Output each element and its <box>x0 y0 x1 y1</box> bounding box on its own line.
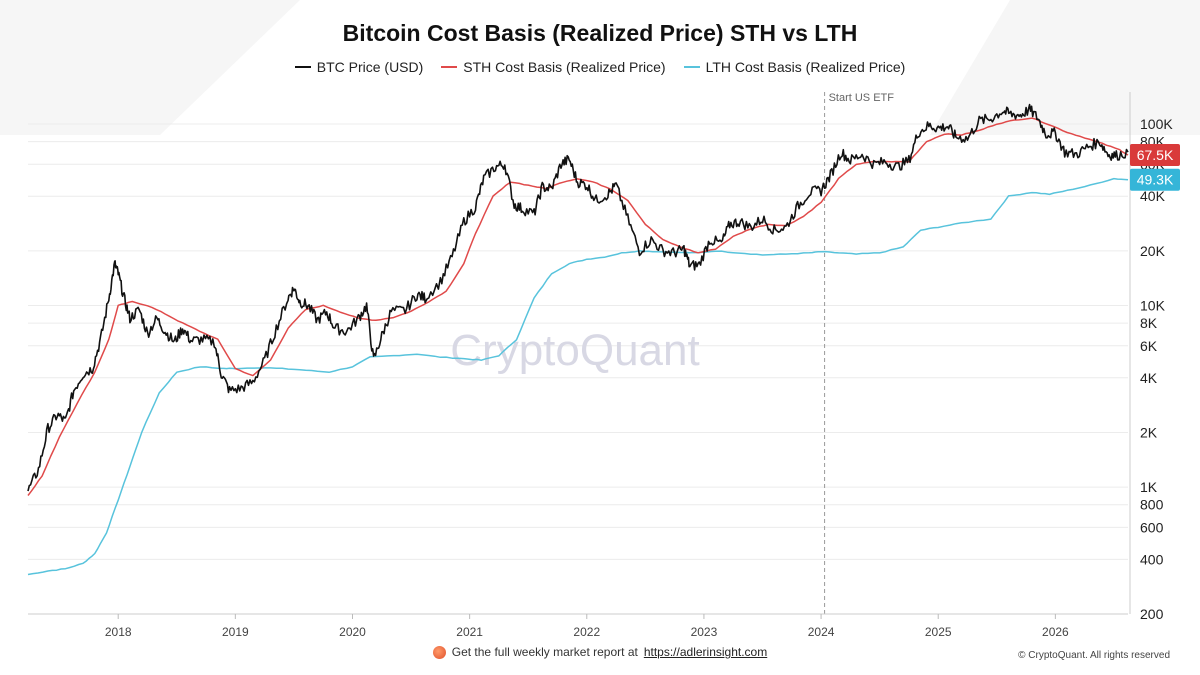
x-tick-label: 2026 <box>1042 625 1069 639</box>
legend-item-sth[interactable]: STH Cost Basis (Realized Price) <box>441 59 666 75</box>
y-tick-label: 4K <box>1140 370 1158 386</box>
copyright-text: © CryptoQuant. All rights reserved <box>1018 650 1170 661</box>
x-tick-label: 2019 <box>222 625 249 639</box>
x-tick-label: 2023 <box>691 625 718 639</box>
legend-swatch-btc <box>294 66 311 68</box>
x-tick-label: 2018 <box>105 625 132 639</box>
x-tick-label: 2020 <box>339 625 366 639</box>
legend-swatch-sth <box>441 66 458 68</box>
last-value-badge-label: 67.5K <box>1137 147 1174 163</box>
legend-item-btc-price[interactable]: BTC Price (USD) <box>294 59 424 75</box>
y-tick-label: 100K <box>1140 116 1173 132</box>
y-tick-label: 400 <box>1140 551 1164 567</box>
last-value-badges: 67.5K 49.3K <box>1130 143 1180 191</box>
x-tick-label: 2024 <box>808 625 835 639</box>
decor-shape-left <box>0 0 300 135</box>
y-tick-label: 600 <box>1140 519 1164 535</box>
report-icon <box>432 645 446 659</box>
legend-swatch-lth <box>683 66 700 68</box>
legend-label-lth: LTH Cost Basis (Realized Price) <box>705 59 906 75</box>
last-value-badge-bg <box>1130 143 1180 166</box>
legend-item-lth[interactable]: LTH Cost Basis (Realized Price) <box>683 59 906 75</box>
watermark: CryptoQuant <box>450 326 699 375</box>
last-value-badge-label: 49.3K <box>1137 172 1174 188</box>
chart-legend: BTC Price (USD) STH Cost Basis (Realized… <box>0 59 1200 75</box>
decor-shape-right <box>930 0 1200 135</box>
y-tick-label: 20K <box>1140 243 1166 259</box>
footer-note: Get the full weekly market report at htt… <box>0 645 1200 659</box>
y-tick-label: 800 <box>1140 497 1164 513</box>
series-layer <box>27 103 1129 576</box>
x-tick-label: 2022 <box>573 625 600 639</box>
series-sth-cost-basis <box>27 117 1129 496</box>
chart-title: Bitcoin Cost Basis (Realized Price) STH … <box>342 20 858 46</box>
y-tick-label: 8K <box>1140 315 1158 331</box>
annotation-layer: Start US ETF <box>824 92 895 614</box>
y-tick-label: 1K <box>1140 479 1158 495</box>
x-tick-label: 2025 <box>925 625 952 639</box>
etf-start-label: Start US ETF <box>829 92 895 104</box>
legend-label-btc: BTC Price (USD) <box>316 59 424 75</box>
y-tick-label: 40K <box>1140 188 1166 204</box>
footer-link[interactable]: https://adlerinsight.com <box>643 645 768 659</box>
series-btc-price <box>27 103 1129 492</box>
y-tick-label: 10K <box>1140 298 1166 314</box>
y-tick-label: 2K <box>1140 424 1158 440</box>
series-lth-cost-basis <box>27 177 1129 576</box>
x-tick-label: 2021 <box>456 625 483 639</box>
y-tick-label: 200 <box>1140 606 1164 622</box>
axes-layer: 100K80K60K40K20K10K8K6K4K2K1K80060040020… <box>28 92 1173 639</box>
legend-label-sth: STH Cost Basis (Realized Price) <box>463 59 666 75</box>
last-value-badge-bg <box>1130 168 1180 191</box>
background-decor <box>0 0 1200 135</box>
footer-note-text: Get the full weekly market report at <box>451 645 638 659</box>
y-tick-label: 6K <box>1140 338 1158 354</box>
